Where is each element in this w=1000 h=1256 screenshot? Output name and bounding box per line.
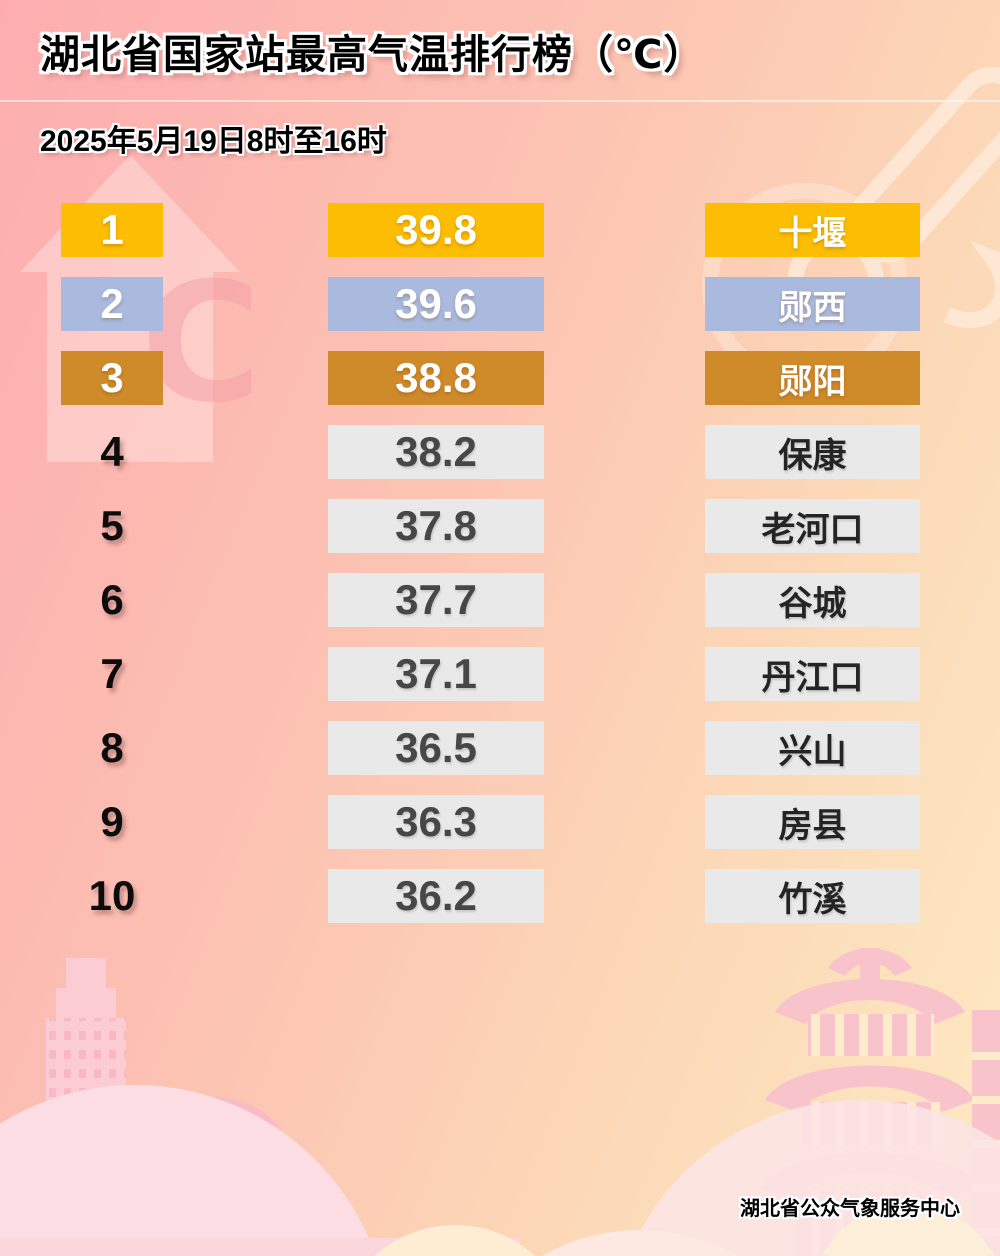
temperature-value: 39.6 [328,277,544,331]
source-credit: 湖北省公众气象服务中心 [740,1198,960,1220]
rank-number: 6 [100,576,124,623]
header-divider [0,100,1000,102]
rank-badge: 3 [61,351,163,405]
station-name: 谷城 [705,573,920,627]
rank-row-4: 4 38.2 保康 [0,425,1000,479]
rank-number: 4 [100,428,124,475]
rank-row-9: 9 36.3 房县 [0,795,1000,849]
station-name: 十堰 [705,203,920,257]
rank-row-8: 8 36.5 兴山 [0,721,1000,775]
tower-right-edge [972,1010,1000,1256]
rank-row-10: 10 36.2 竹溪 [0,869,1000,923]
station-name: 竹溪 [705,869,920,923]
rank-number: 10 [88,872,136,919]
station-name: 老河口 [705,499,920,553]
station-name: 郧阳 [705,351,920,405]
clouds [0,1085,1000,1256]
pagoda-left [128,1096,322,1256]
station-name: 丹江口 [705,647,920,701]
rank-number: 9 [100,798,124,845]
rank-row-6: 6 37.7 谷城 [0,573,1000,627]
date-range: 2025年5月19日8时至16时 [40,125,387,158]
station-name: 房县 [705,795,920,849]
temperature-value: 38.8 [328,351,544,405]
station-name: 兴山 [705,721,920,775]
rank-number: 5 [100,502,124,549]
temperature-value: 37.1 [328,647,544,701]
temperature-value: 37.8 [328,499,544,553]
rank-row-1: 1 39.8 十堰 [0,203,1000,257]
page-title: 湖北省国家站最高气温排行榜（℃） [40,33,705,77]
temperature-value: 37.7 [328,573,544,627]
temperature-value: 38.2 [328,425,544,479]
rank-number: 8 [100,724,124,771]
rank-number: 7 [100,650,124,697]
rank-row-3: 3 38.8 郧阳 [0,351,1000,405]
rank-row-2: 2 39.6 郧西 [0,277,1000,331]
station-name: 保康 [705,425,920,479]
rank-row-7: 7 37.1 丹江口 [0,647,1000,701]
rank-row-5: 5 37.8 老河口 [0,499,1000,553]
temperature-value: 36.5 [328,721,544,775]
temperature-value: 39.8 [328,203,544,257]
building-silhouette [46,958,126,1256]
station-name: 郧西 [705,277,920,331]
rank-badge: 1 [61,203,163,257]
temperature-value: 36.2 [328,869,544,923]
temperature-value: 36.3 [328,795,544,849]
rank-badge: 2 [61,277,163,331]
